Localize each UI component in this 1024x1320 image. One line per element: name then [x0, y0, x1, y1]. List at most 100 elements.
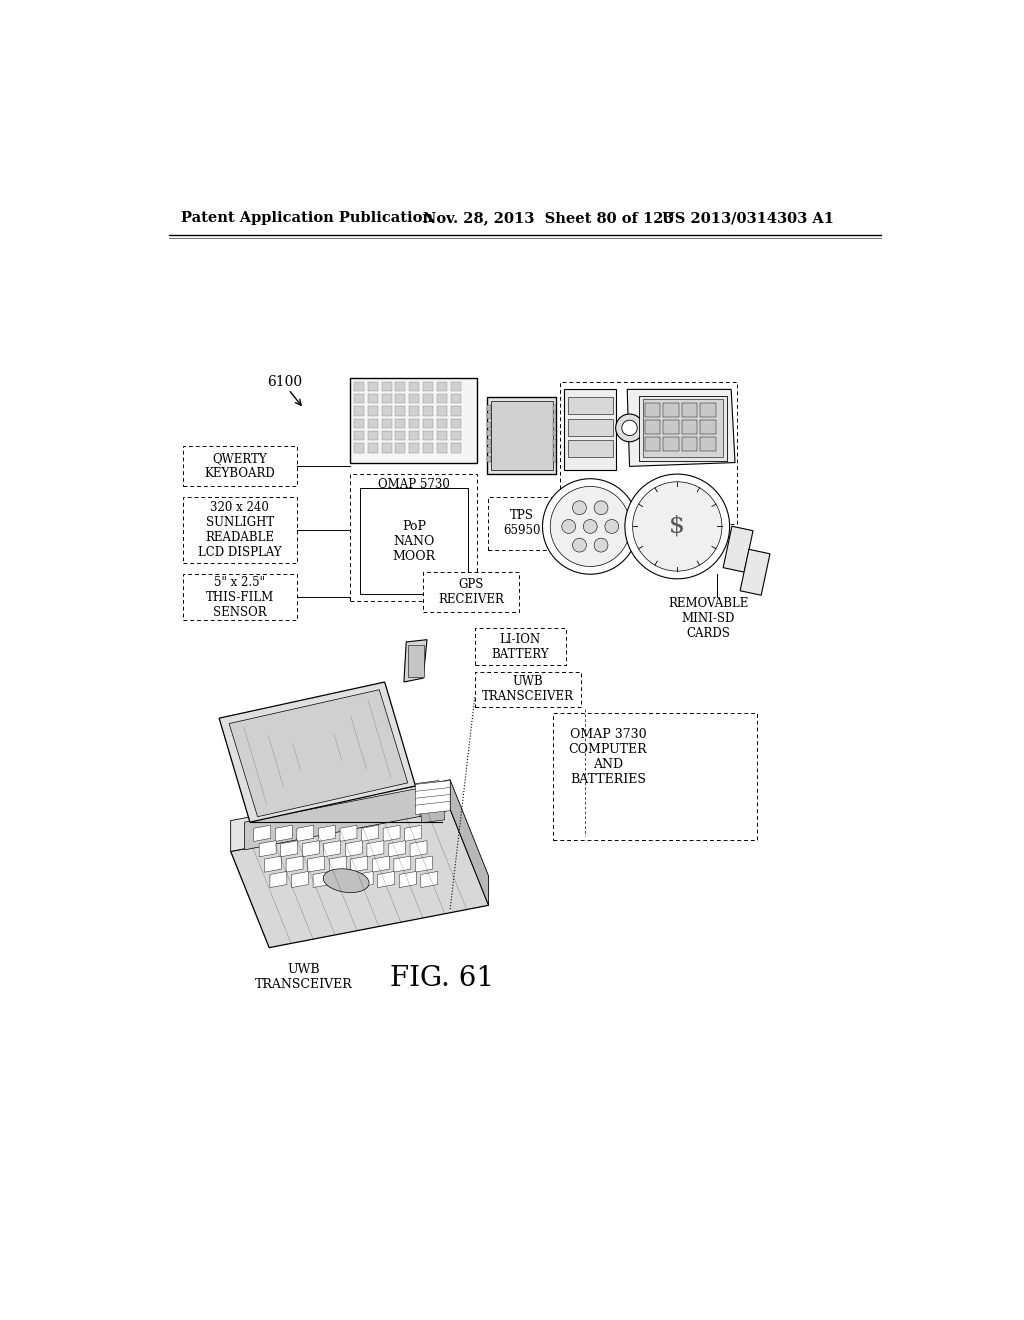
- Bar: [669, 775, 676, 779]
- Polygon shape: [345, 841, 362, 857]
- Text: GPS
RECEIVER: GPS RECEIVER: [438, 578, 504, 606]
- Polygon shape: [394, 857, 411, 873]
- Bar: [662, 801, 679, 812]
- Polygon shape: [451, 780, 488, 906]
- Text: 6100: 6100: [267, 375, 303, 388]
- Bar: [646, 775, 739, 826]
- Bar: [487, 397, 556, 474]
- Polygon shape: [416, 780, 451, 793]
- Bar: [368, 444, 378, 453]
- Polygon shape: [410, 841, 427, 857]
- Text: FIG. 61: FIG. 61: [390, 965, 495, 991]
- Bar: [700, 404, 716, 417]
- Bar: [553, 447, 556, 453]
- Bar: [553, 413, 556, 420]
- Bar: [451, 430, 461, 441]
- Bar: [350, 474, 477, 601]
- Polygon shape: [270, 871, 287, 887]
- Bar: [740, 549, 770, 595]
- Bar: [669, 822, 676, 826]
- Circle shape: [633, 482, 722, 572]
- Bar: [578, 789, 615, 812]
- Text: $: $: [670, 515, 685, 539]
- Bar: [649, 822, 655, 826]
- Polygon shape: [404, 825, 422, 841]
- Bar: [183, 446, 297, 486]
- Bar: [437, 381, 447, 391]
- Bar: [603, 822, 611, 826]
- Bar: [354, 430, 364, 441]
- Bar: [354, 444, 364, 453]
- Bar: [395, 395, 406, 404]
- Circle shape: [572, 500, 587, 515]
- Bar: [475, 672, 581, 706]
- Circle shape: [615, 414, 643, 442]
- Bar: [683, 788, 699, 799]
- Bar: [382, 418, 391, 428]
- Polygon shape: [281, 841, 298, 857]
- Bar: [560, 381, 737, 524]
- Bar: [593, 822, 600, 826]
- Bar: [451, 444, 461, 453]
- Bar: [553, 405, 556, 411]
- Polygon shape: [383, 825, 400, 841]
- Bar: [423, 444, 433, 453]
- Bar: [603, 775, 611, 779]
- Bar: [368, 418, 378, 428]
- Bar: [368, 430, 378, 441]
- Bar: [723, 527, 753, 572]
- Polygon shape: [318, 825, 336, 841]
- Bar: [658, 822, 666, 826]
- Bar: [368, 395, 378, 404]
- Bar: [662, 788, 679, 799]
- Bar: [719, 822, 726, 826]
- Polygon shape: [361, 825, 379, 841]
- Bar: [423, 572, 519, 612]
- Bar: [382, 430, 391, 441]
- Polygon shape: [219, 682, 416, 822]
- Bar: [354, 395, 364, 404]
- Polygon shape: [416, 801, 451, 814]
- Bar: [679, 775, 686, 779]
- Bar: [451, 407, 461, 416]
- Bar: [553, 438, 556, 445]
- Polygon shape: [367, 841, 384, 857]
- Bar: [571, 775, 579, 779]
- Bar: [487, 455, 490, 462]
- Polygon shape: [275, 825, 292, 841]
- Text: LI-ION
BATTERY: LI-ION BATTERY: [492, 632, 549, 660]
- Bar: [553, 430, 556, 437]
- Polygon shape: [419, 793, 443, 817]
- Bar: [645, 420, 660, 434]
- Circle shape: [594, 539, 608, 552]
- Bar: [558, 775, 635, 826]
- Bar: [183, 574, 297, 620]
- Polygon shape: [416, 788, 451, 800]
- Bar: [658, 784, 727, 817]
- Polygon shape: [292, 871, 308, 887]
- Bar: [451, 381, 461, 391]
- Bar: [382, 381, 391, 391]
- Bar: [571, 784, 621, 817]
- Bar: [410, 407, 419, 416]
- Polygon shape: [403, 640, 427, 682]
- Bar: [719, 775, 726, 779]
- Bar: [571, 822, 579, 826]
- Bar: [568, 397, 612, 414]
- Bar: [354, 407, 364, 416]
- Polygon shape: [254, 825, 270, 841]
- Polygon shape: [245, 784, 446, 850]
- Bar: [698, 822, 706, 826]
- Bar: [487, 438, 490, 445]
- Polygon shape: [388, 841, 406, 857]
- Bar: [664, 404, 679, 417]
- Circle shape: [625, 474, 730, 578]
- Bar: [689, 775, 695, 779]
- Bar: [553, 713, 757, 840]
- Circle shape: [572, 539, 587, 552]
- Bar: [593, 775, 600, 779]
- Polygon shape: [230, 809, 488, 948]
- Bar: [645, 437, 660, 451]
- Bar: [437, 407, 447, 416]
- Polygon shape: [297, 825, 313, 841]
